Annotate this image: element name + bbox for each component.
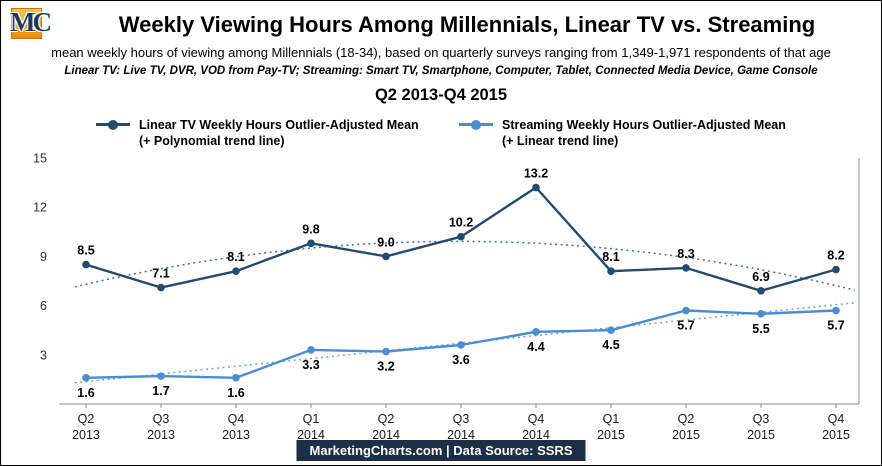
streaming-value-label: 3.3 <box>302 358 319 372</box>
linear-tv-point <box>682 264 690 272</box>
linear-tv-line-marker-icon <box>96 119 130 130</box>
y-tick-label: 9 <box>40 250 47 264</box>
chart-subtitle: mean weekly hours of viewing among Mille… <box>51 45 831 60</box>
x-tick-label-year: 2014 <box>447 428 475 442</box>
footer-text: MarketingCharts.com | Data Source: SSRS <box>309 443 573 458</box>
x-tick-label-quarter: Q2 <box>378 412 395 426</box>
linear-tv-point <box>757 287 765 295</box>
linear-tv-point <box>532 183 540 192</box>
streaming-value-label: 4.4 <box>527 340 544 354</box>
streaming-value-label: 1.7 <box>152 384 169 398</box>
x-tick-label-quarter: Q1 <box>603 412 620 426</box>
linear-tv-point <box>307 239 315 248</box>
streaming-point <box>832 306 840 315</box>
x-tick-label-quarter: Q4 <box>828 412 845 426</box>
linear-tv-value-label: 10.2 <box>449 216 473 230</box>
x-tick-label-quarter: Q3 <box>153 412 170 426</box>
legend-item-streaming: Streaming Weekly Hours Outlier-Adjusted … <box>459 117 786 149</box>
chart-definitions: Linear TV: Live TV, DVR, VOD from Pay-TV… <box>64 65 818 77</box>
y-tick-label: 15 <box>33 152 47 166</box>
linear-tv-value-label: 8.3 <box>677 247 694 261</box>
linear-tv-value-label: 9.0 <box>377 235 394 249</box>
footer-credit-bar: MarketingCharts.com | Data Source: SSRS <box>296 440 586 461</box>
linear-tv-point <box>832 265 840 274</box>
x-tick-label-year: 2014 <box>522 428 550 442</box>
y-tick-label: 6 <box>40 299 47 313</box>
chart-period: Q2 2013-Q4 2015 <box>374 86 508 104</box>
streaming-value-label: 5.5 <box>752 322 769 336</box>
streaming-trend-line <box>74 302 855 384</box>
streaming-point <box>82 373 90 382</box>
linear-tv-value-label: 6.9 <box>752 270 769 284</box>
streaming-point <box>382 347 390 356</box>
marketingcharts-logo: MC <box>9 6 57 50</box>
logo-text: MC <box>10 7 52 37</box>
linear-tv-point <box>157 283 165 292</box>
streaming-point <box>232 373 240 382</box>
streaming-point <box>307 346 315 354</box>
legend-text-streaming: Streaming Weekly Hours Outlier-Adjusted … <box>502 117 786 149</box>
legend-label-streaming: Streaming Weekly Hours Outlier-Adjusted … <box>502 118 786 132</box>
legend-item-linear-tv: Linear TV Weekly Hours Outlier-Adjusted … <box>96 117 419 149</box>
x-tick-label-year: 2014 <box>372 428 400 442</box>
x-tick-label-quarter: Q3 <box>753 412 770 426</box>
streaming-point <box>457 341 465 349</box>
legend-sublabel-linear-tv: (+ Polynomial trend line) <box>139 134 285 148</box>
streaming-value-label: 5.7 <box>677 319 694 333</box>
linear-tv-point <box>382 252 390 261</box>
chart-title: Weekly Viewing Hours Among Millennials, … <box>118 12 816 37</box>
x-tick-label-year: 2015 <box>597 428 625 442</box>
linear-tv-value-label: 8.5 <box>77 244 94 258</box>
streaming-value-label: 5.7 <box>827 319 844 333</box>
linear-tv-point <box>607 267 615 275</box>
y-tick-label: 3 <box>40 348 47 362</box>
x-tick-label-year: 2015 <box>822 428 850 442</box>
linear-tv-value-label: 13.2 <box>524 167 548 181</box>
x-tick-label-quarter: Q1 <box>303 412 320 426</box>
streaming-value-label: 3.6 <box>452 353 469 367</box>
linear-tv-value-label: 7.1 <box>152 267 169 281</box>
x-tick-label-quarter: Q4 <box>228 412 245 426</box>
legend-label-linear-tv: Linear TV Weekly Hours Outlier-Adjusted … <box>139 118 419 132</box>
x-tick-label-year: 2013 <box>72 428 100 442</box>
streaming-point <box>757 310 765 318</box>
x-tick-label-year: 2013 <box>147 428 175 442</box>
linear-tv-value-label: 8.2 <box>827 249 844 263</box>
streaming-point <box>607 326 615 334</box>
x-tick-label-quarter: Q3 <box>453 412 470 426</box>
x-tick-label-year: 2015 <box>672 428 700 442</box>
x-tick-label-quarter: Q2 <box>78 412 95 426</box>
streaming-point <box>682 306 690 315</box>
linear-tv-value-label: 9.8 <box>302 222 319 236</box>
linear-tv-value-label: 8.1 <box>227 250 244 264</box>
legend-sublabel-streaming: (+ Linear trend line) <box>502 134 619 148</box>
streaming-point <box>157 372 165 380</box>
streaming-value-label: 1.6 <box>227 386 244 400</box>
streaming-value-label: 4.5 <box>602 338 619 352</box>
chart-legend: Linear TV Weekly Hours Outlier-Adjusted … <box>1 117 881 151</box>
logo-orange-square <box>11 8 42 39</box>
streaming-value-label: 1.6 <box>77 386 94 400</box>
x-tick-label-quarter: Q4 <box>528 412 545 426</box>
x-tick-label-year: 2014 <box>297 428 325 442</box>
streaming-point <box>532 328 540 336</box>
linear-tv-value-label: 8.1 <box>602 250 619 264</box>
linear-tv-point <box>232 267 240 275</box>
linear-tv-point <box>457 232 465 241</box>
line-chart: 3 6 9 12 15 Q2 2013 Q3 2013 Q4 2013 Q1 2014 Q2 2014 Q3 2… <box>33 152 860 442</box>
x-tick-label-year: 2015 <box>747 428 775 442</box>
streaming-line-marker-icon <box>459 119 493 130</box>
linear-tv-point <box>82 260 90 269</box>
legend-text-linear-tv: Linear TV Weekly Hours Outlier-Adjusted … <box>139 117 419 149</box>
linear-tv-trend-line <box>74 240 855 291</box>
x-tick-label-year: 2013 <box>222 428 250 442</box>
streaming-value-label: 3.2 <box>377 360 394 374</box>
y-tick-label: 12 <box>33 201 47 215</box>
x-tick-label-quarter: Q2 <box>678 412 695 426</box>
